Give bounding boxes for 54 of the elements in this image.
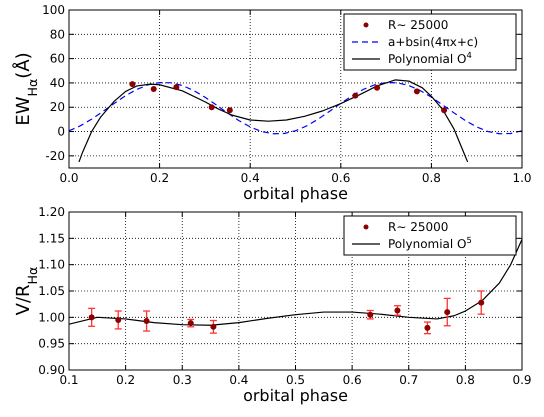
- legend-label: a+bsin(4πx+c): [388, 35, 478, 49]
- x-tick-label: 0.6: [331, 171, 350, 185]
- legend-label: R∼ 25000: [388, 220, 448, 234]
- x-axis-title: orbital phase: [243, 184, 348, 203]
- x-tick-label: 0.9: [512, 373, 532, 387]
- point: [352, 92, 358, 99]
- point: [478, 300, 484, 306]
- x-axis-title: orbital phase: [243, 386, 348, 405]
- x-tick-label: 0.6: [342, 373, 362, 387]
- point: [424, 324, 430, 331]
- y-tick-label: 0: [57, 124, 65, 139]
- y-tick-label: 100: [42, 3, 65, 17]
- x-tick-label: 0.8: [456, 373, 475, 387]
- y-tick-label: 1.15: [38, 231, 65, 246]
- x-tick-label: 0.1: [59, 373, 79, 387]
- point: [173, 84, 180, 90]
- x-tick-label: 0.4: [229, 373, 248, 387]
- point: [210, 324, 216, 330]
- y-tick-label: -20: [45, 148, 65, 163]
- y-tick-label: 1.10: [38, 258, 65, 272]
- y-tick-label: 80: [50, 27, 65, 42]
- y-tick-label: 1.05: [38, 284, 65, 298]
- x-tick-label: 0.7: [399, 373, 418, 387]
- point: [444, 309, 450, 316]
- point: [144, 318, 150, 324]
- x-tick-label: 0.4: [240, 171, 260, 185]
- y-tick-label: 40: [50, 76, 65, 90]
- x-tick-label: 1.0: [512, 171, 532, 185]
- legend-label: Polynomial O$^{4}$: [388, 50, 472, 66]
- x-tick-label: 0.3: [172, 373, 192, 387]
- y-tick-label: 1.00: [38, 310, 65, 324]
- point: [367, 312, 374, 318]
- x-tick-label: 0.8: [422, 171, 441, 185]
- x-tick-label: 0.2: [150, 171, 170, 185]
- y-tick-label: 60: [50, 52, 65, 66]
- point: [88, 314, 95, 320]
- point: [394, 307, 400, 314]
- point: [414, 88, 420, 94]
- point: [441, 107, 448, 114]
- x-tick-label: 0.0: [59, 171, 79, 185]
- point: [129, 81, 136, 88]
- line-series: [69, 82, 522, 134]
- y-tick-label: 20: [50, 100, 65, 114]
- legend-label: R∼ 25000: [388, 18, 448, 32]
- point: [150, 86, 157, 92]
- x-tick-label: 0.2: [116, 373, 136, 387]
- point: [208, 104, 215, 110]
- y-tick-label: 1.20: [38, 205, 65, 219]
- point: [115, 316, 122, 323]
- x-tick-label: 0.5: [286, 373, 306, 387]
- legend-label: Polynomial O$^{5}$: [388, 235, 472, 251]
- point: [374, 84, 380, 91]
- y-tick-label: 0.95: [38, 336, 65, 351]
- point: [226, 107, 233, 114]
